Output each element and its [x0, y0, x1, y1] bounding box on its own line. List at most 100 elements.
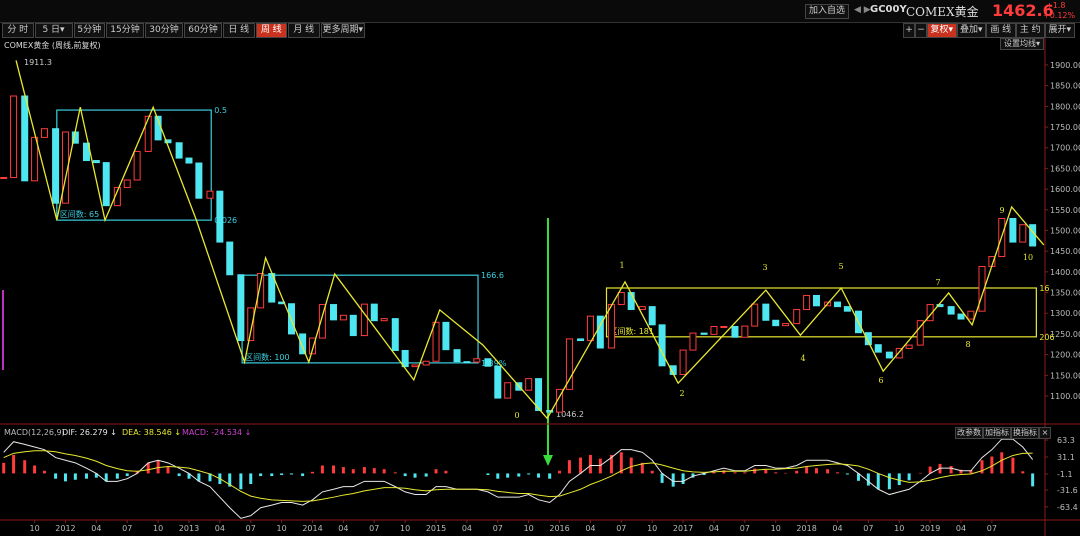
indicator-button[interactable]: 加指标: [983, 427, 1011, 439]
macd-bar: [660, 473, 664, 483]
candle: [617, 292, 625, 306]
macd-bar: [372, 468, 376, 474]
candle: [586, 315, 594, 342]
macd-bar: [259, 473, 263, 477]
x-tick-label: 04: [956, 524, 966, 533]
y-tick-label: 1350.00: [1050, 289, 1080, 298]
macd-bar: [629, 457, 633, 474]
period-button[interactable]: 5分钟: [73, 23, 105, 38]
candle: [720, 325, 728, 328]
candle: [1029, 224, 1037, 247]
x-tick-label: 2018: [796, 524, 816, 533]
wave-label: 10: [1023, 253, 1033, 262]
candle: [411, 364, 419, 368]
macd-bar: [969, 470, 973, 474]
period-button[interactable]: 60分钟: [184, 23, 222, 38]
candle: [494, 365, 502, 399]
macd-bar: [579, 457, 583, 474]
x-tick-label: 2012: [55, 524, 75, 533]
candle: [689, 332, 697, 351]
macd-bar: [54, 473, 58, 479]
indicator-title: MACD(12,26,9): [4, 428, 65, 437]
macd-bar: [166, 467, 170, 474]
x-tick-label: 10: [771, 524, 781, 533]
x-tick-label: 2013: [179, 524, 199, 533]
tool-button[interactable]: +: [903, 23, 915, 38]
x-tick-label: 04: [215, 524, 225, 533]
macd-bar: [249, 473, 253, 484]
ma-setting[interactable]: 设置均线▾: [1000, 38, 1044, 50]
macd-bar: [290, 473, 294, 475]
macd-bar: [506, 473, 510, 478]
y-tick-label: 1450.00: [1050, 247, 1080, 256]
wave-label: 0: [514, 411, 519, 420]
indicator-button[interactable]: ×: [1039, 427, 1051, 439]
arrow-head: [543, 455, 553, 466]
y-tick-label: 1100.00: [1050, 392, 1080, 401]
x-tick-label: 07: [122, 524, 132, 533]
x-tick-label: 04: [338, 524, 348, 533]
candle: [638, 306, 646, 311]
nav-arrows[interactable]: ◀ ▶: [854, 5, 871, 15]
macd-bar: [177, 473, 181, 477]
macd-bar: [197, 473, 201, 482]
candle: [401, 349, 409, 368]
y-tick-label: 1800.00: [1050, 102, 1080, 111]
tool-button[interactable]: 展开▾: [1045, 23, 1075, 38]
candle: [874, 344, 882, 353]
candle: [905, 344, 913, 349]
candle: [349, 314, 357, 337]
candle: [546, 409, 554, 413]
candle: [762, 303, 770, 321]
box-label: 区间数: 181: [609, 326, 654, 336]
y-tick-label: 31.1: [1057, 453, 1075, 462]
period-button[interactable]: 更多周期▾: [320, 23, 365, 38]
candle: [782, 323, 790, 327]
tool-button[interactable]: 画 线: [986, 23, 1016, 38]
macd-bar: [320, 465, 324, 474]
period-button[interactable]: 15分钟: [106, 23, 144, 38]
header-bar: 加入自选 ◀ ▶ GC00Y COMEX黄金 1462.6 +1.8 +0.12…: [0, 0, 1080, 23]
period-button[interactable]: 30分钟: [145, 23, 183, 38]
candle: [565, 338, 573, 390]
tool-button[interactable]: 叠加▾: [956, 23, 986, 38]
candle: [144, 115, 152, 152]
y-tick-label: 1150.00: [1050, 371, 1080, 380]
candle: [330, 304, 338, 321]
candle: [422, 360, 430, 366]
tool-button[interactable]: 复权▾: [927, 23, 957, 38]
period-button[interactable]: 周 线: [255, 23, 287, 38]
macd-bar: [722, 470, 726, 474]
macd-line: [3, 450, 1033, 502]
candle: [895, 347, 903, 359]
candle: [299, 333, 307, 355]
period-button[interactable]: 日 线: [223, 23, 255, 38]
macd-bar: [413, 473, 417, 478]
price-change: +1.8: [1046, 1, 1066, 10]
candle: [31, 136, 39, 182]
x-tick-label: 2017: [673, 524, 693, 533]
tool-button[interactable]: −: [915, 23, 927, 38]
indicator-button[interactable]: 改参数: [955, 427, 983, 439]
y-tick-label: 1700.00: [1050, 144, 1080, 153]
period-button[interactable]: 5 日▾: [34, 23, 73, 38]
period-button[interactable]: 月 线: [288, 23, 320, 38]
macd-bar: [115, 473, 119, 479]
x-tick-label: 04: [832, 524, 842, 533]
tool-button[interactable]: 主 约: [1015, 23, 1045, 38]
macd-bar: [104, 473, 108, 482]
candle: [731, 325, 739, 338]
x-tick-label: 10: [524, 524, 534, 533]
add-watchlist[interactable]: 加入自选: [805, 4, 849, 19]
macd-bar: [980, 460, 984, 474]
macd-bar: [671, 473, 675, 487]
macd-bar: [928, 466, 932, 474]
macd-bar: [382, 469, 386, 474]
indicator-readout: DIF: 26.279 ↓: [62, 428, 117, 437]
candle: [751, 303, 759, 327]
candle: [967, 310, 975, 320]
indicator-button[interactable]: 换指标: [1011, 427, 1039, 439]
y-tick-label: 1250.00: [1050, 330, 1080, 339]
period-button[interactable]: 分 时: [2, 23, 34, 38]
candle: [10, 95, 18, 179]
